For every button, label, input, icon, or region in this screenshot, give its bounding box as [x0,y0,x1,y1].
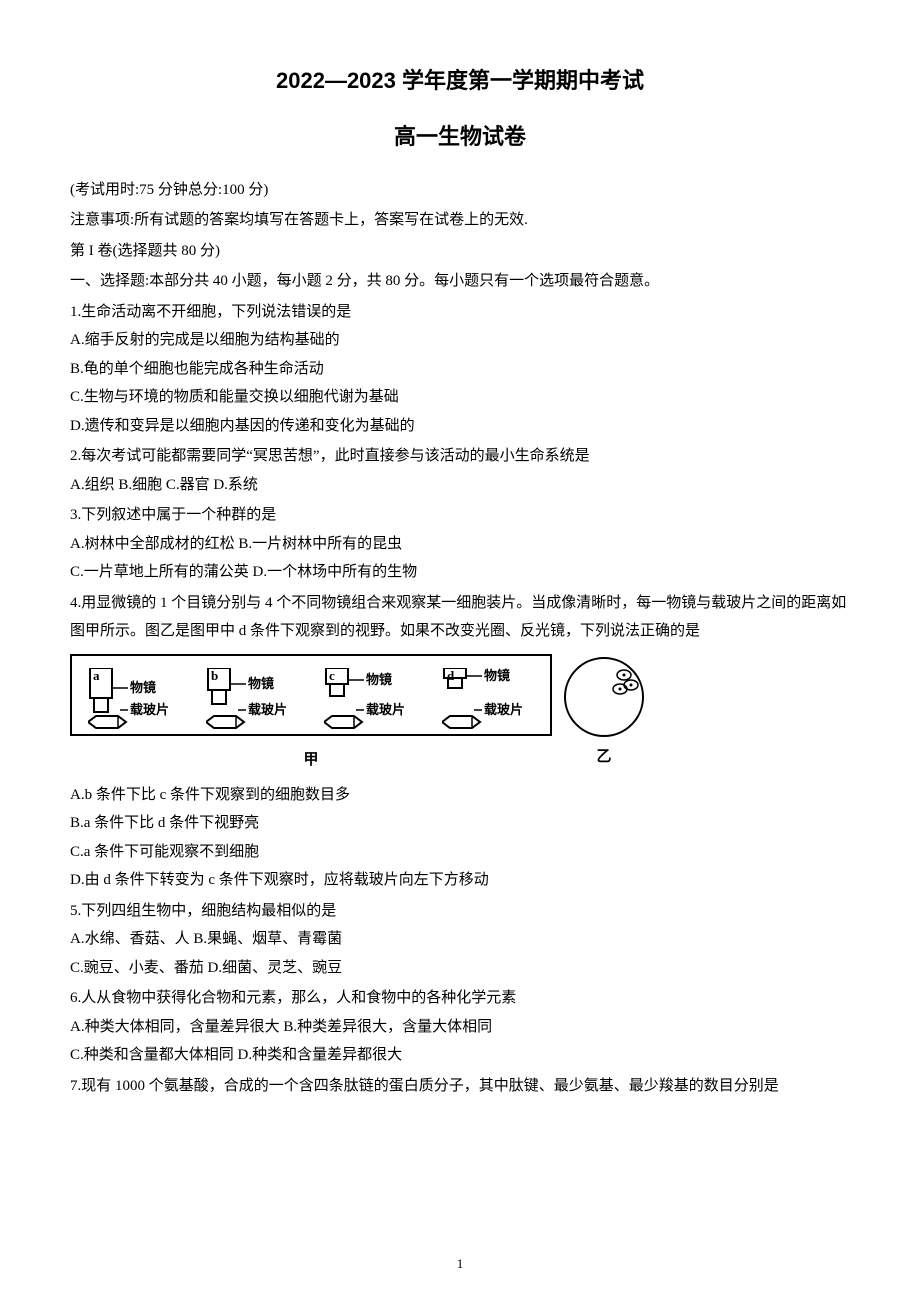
lens-item-d: d 物镜 载玻片 [442,668,534,730]
question-2-options: A.组织 B.细胞 C.器官 D.系统 [70,471,850,500]
question-6-options-line2: C.种类和含量都大体相同 D.种类和含量差异都很大 [70,1041,850,1070]
lens-d-wujing: 物镜 [484,668,510,683]
question-5-options-line2: C.豌豆、小麦、番茄 D.细菌、灵芝、豌豆 [70,954,850,983]
section-header: 第 I 卷(选择题共 80 分) [70,237,850,266]
lens-a-label: a [93,668,100,683]
lens-c-svg: c 物镜 载玻片 [324,668,416,730]
question-4-option-b: B.a 条件下比 d 条件下视野亮 [70,809,850,838]
lens-b-slide: 载玻片 [248,702,287,717]
lens-a-wujing: 物镜 [130,680,156,695]
question-6-stem: 6.人从食物中获得化合物和元素，那么，人和食物中的各种化学元素 [70,984,850,1013]
figure-jia-box: a 物镜 载玻片 b [70,654,552,736]
lens-c-label: c [329,668,335,683]
lens-d-svg: d 物镜 载玻片 [442,668,534,730]
question-5-stem: 5.下列四组生物中，细胞结构最相似的是 [70,897,850,926]
question-4-option-c: C.a 条件下可能观察不到细胞 [70,838,850,867]
question-3-options-line1: A.树林中全部成材的红松 B.一片树林中所有的昆虫 [70,530,850,559]
lens-row: a 物镜 载玻片 b [88,668,534,730]
lens-d-slide: 载玻片 [484,702,523,717]
page-number: 1 [457,1252,464,1277]
question-4-option-d: D.由 d 条件下转变为 c 条件下观察时，应将载玻片向左下方移动 [70,866,850,895]
title-main: 2022—2023 学年度第一学期期中考试 [70,60,850,102]
question-6-options-line1: A.种类大体相同，含量差异很大 B.种类差异很大，含量大体相同 [70,1013,850,1042]
question-5-options-line1: A.水绵、香菇、人 B.果蝇、烟草、青霉菌 [70,925,850,954]
question-2-stem: 2.每次考试可能都需要同学“冥思苦想”，此时直接参与该活动的最小生命系统是 [70,442,850,471]
question-1-option-a: A.缩手反射的完成是以细胞为结构基础的 [70,326,850,355]
question-7-stem: 7.现有 1000 个氨基酸，合成的一个含四条肽链的蛋白质分子，其中肽键、最少氨… [70,1072,850,1101]
view-circle [564,657,644,737]
question-3-options-line2: C.一片草地上所有的蒲公英 D.一个林场中所有的生物 [70,558,850,587]
lens-c-slide: 载玻片 [366,702,405,717]
figure-caption-yi: 乙 [596,743,611,772]
lens-c-wujing: 物镜 [366,672,392,687]
question-3-stem: 3.下列叙述中属于一个种群的是 [70,501,850,530]
lens-item-a: a 物镜 载玻片 [88,668,180,730]
lens-b-label: b [211,668,218,683]
figure-caption-jia: 甲 [70,746,552,775]
lens-b-svg: b 物镜 载玻片 [206,668,298,730]
lens-item-b: b 物镜 载玻片 [206,668,298,730]
figure-container: a 物镜 载玻片 b [70,654,850,775]
question-1-option-c: C.生物与环境的物质和能量交换以细胞代谢为基础 [70,383,850,412]
lens-item-c: c 物镜 载玻片 [324,668,416,730]
cells-svg [566,659,646,739]
lens-b-wujing: 物镜 [248,676,274,691]
lens-a-svg: a 物镜 载玻片 [88,668,180,730]
question-1-option-b: B.龟的单个细胞也能完成各种生命活动 [70,355,850,384]
lens-a-slide: 载玻片 [130,702,169,717]
figure-left-col: a 物镜 载玻片 b [70,654,552,775]
question-1-stem: 1.生命活动离不开细胞，下列说法错误的是 [70,298,850,327]
question-1-option-d: D.遗传和变异是以细胞内基因的传递和变化为基础的 [70,412,850,441]
figure-right-col: 乙 [564,657,644,772]
section-instruction: 一、选择题:本部分共 40 小题，每小题 2 分，共 80 分。每小题只有一个选… [70,267,850,296]
exam-notice: 注意事项:所有试题的答案均填写在答题卡上，答案写在试卷上的无效. [70,206,850,235]
exam-duration: (考试用时:75 分钟总分:100 分) [70,176,850,205]
title-sub: 高一生物试卷 [70,116,850,158]
question-4-option-a: A.b 条件下比 c 条件下观察到的细胞数目多 [70,781,850,810]
question-4-stem: 4.用显微镜的 1 个目镜分别与 4 个不同物镜组合来观察某一细胞装片。当成像清… [70,589,850,646]
